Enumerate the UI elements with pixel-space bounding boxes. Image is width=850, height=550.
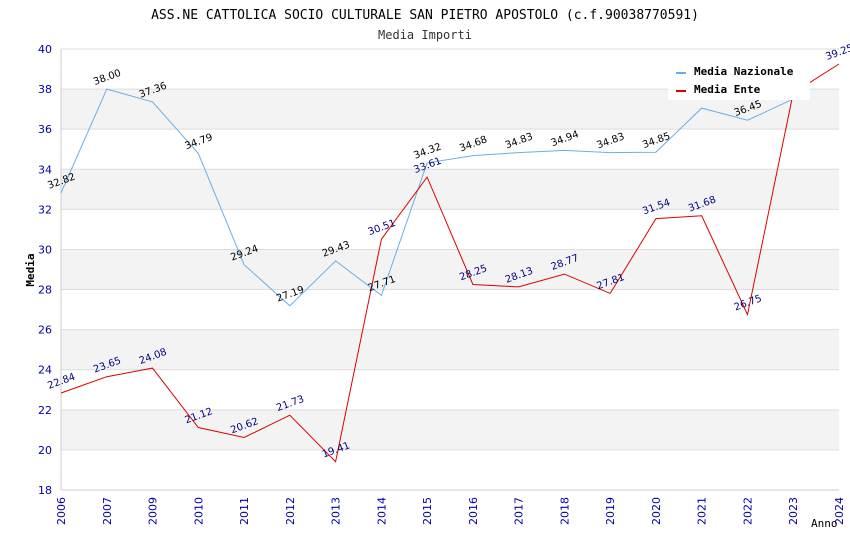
x-tick-label: 2019 <box>604 497 617 525</box>
x-tick-label: 2024 <box>833 497 846 525</box>
data-label: 34.68 <box>458 134 489 154</box>
y-tick-label: 26 <box>38 324 52 337</box>
y-tick-label: 20 <box>38 444 52 457</box>
data-label: 34.83 <box>504 131 535 151</box>
plot-band <box>61 169 839 210</box>
x-tick-label: 2007 <box>101 497 114 525</box>
y-tick-label: 40 <box>38 43 52 56</box>
x-tick-label: 2022 <box>741 497 754 525</box>
data-label: 34.79 <box>184 132 215 152</box>
legend-box <box>668 60 810 100</box>
x-tick-label: 2006 <box>55 497 68 525</box>
x-tick-label: 2018 <box>558 497 571 525</box>
data-label: 30.51 <box>367 218 398 238</box>
data-label: 34.85 <box>641 131 672 151</box>
legend-label-nazionale: Media Nazionale <box>694 65 794 78</box>
y-tick-label: 22 <box>38 404 52 417</box>
y-tick-label: 24 <box>38 364 52 377</box>
plot-band <box>61 249 839 290</box>
data-label: 34.94 <box>550 129 581 149</box>
x-tick-label: 2017 <box>513 497 526 525</box>
y-tick-labels: 18 20 22 24 26 28 30 32 34 36 38 40 <box>38 43 52 497</box>
y-tick-label: 30 <box>38 243 52 256</box>
plot-band <box>61 329 839 370</box>
chart-title: ASS.NE CATTOLICA SOCIO CULTURALE SAN PIE… <box>151 8 699 23</box>
legend: Media Nazionale Media Ente <box>668 60 810 100</box>
data-label: 39.25 <box>824 43 850 63</box>
y-tick-label: 36 <box>38 123 52 136</box>
y-tick-label: 34 <box>38 163 52 176</box>
y-tick-label: 28 <box>38 284 52 297</box>
x-tick-label: 2010 <box>192 497 205 525</box>
plot-band <box>61 409 839 450</box>
y-tick-label: 32 <box>38 203 52 216</box>
series-line-media-ente <box>60 63 840 463</box>
y-tick-label: 38 <box>38 83 52 96</box>
x-tick-label: 2009 <box>147 497 160 525</box>
x-tick-label: 2020 <box>650 497 663 525</box>
plot-bands <box>61 89 839 450</box>
x-tick-label: 2011 <box>238 497 251 525</box>
x-axis-label: Anno <box>811 517 838 530</box>
data-label: 38.00 <box>92 68 123 88</box>
data-label: 34.83 <box>595 131 626 151</box>
x-tick-label: 2012 <box>284 497 297 525</box>
x-tick-label: 2021 <box>696 497 709 525</box>
y-tick-label: 18 <box>38 484 52 497</box>
x-tick-label: 2014 <box>375 497 388 525</box>
legend-label-ente: Media Ente <box>694 83 761 96</box>
y-axis-label: Media <box>24 253 37 286</box>
x-tick-label: 2016 <box>467 497 480 525</box>
x-tick-label: 2013 <box>330 497 343 525</box>
x-tick-labels: 2006 2007 2009 2010 2011 2012 2013 2014 2015 2016… <box>55 497 846 525</box>
x-tick-label: 2015 <box>421 497 434 525</box>
axes <box>60 49 839 491</box>
series-lines <box>60 63 840 463</box>
series-line-media-nazionale <box>60 88 794 307</box>
chart-subtitle: Media Importi <box>378 28 472 42</box>
x-tick-label: 2023 <box>787 497 800 525</box>
